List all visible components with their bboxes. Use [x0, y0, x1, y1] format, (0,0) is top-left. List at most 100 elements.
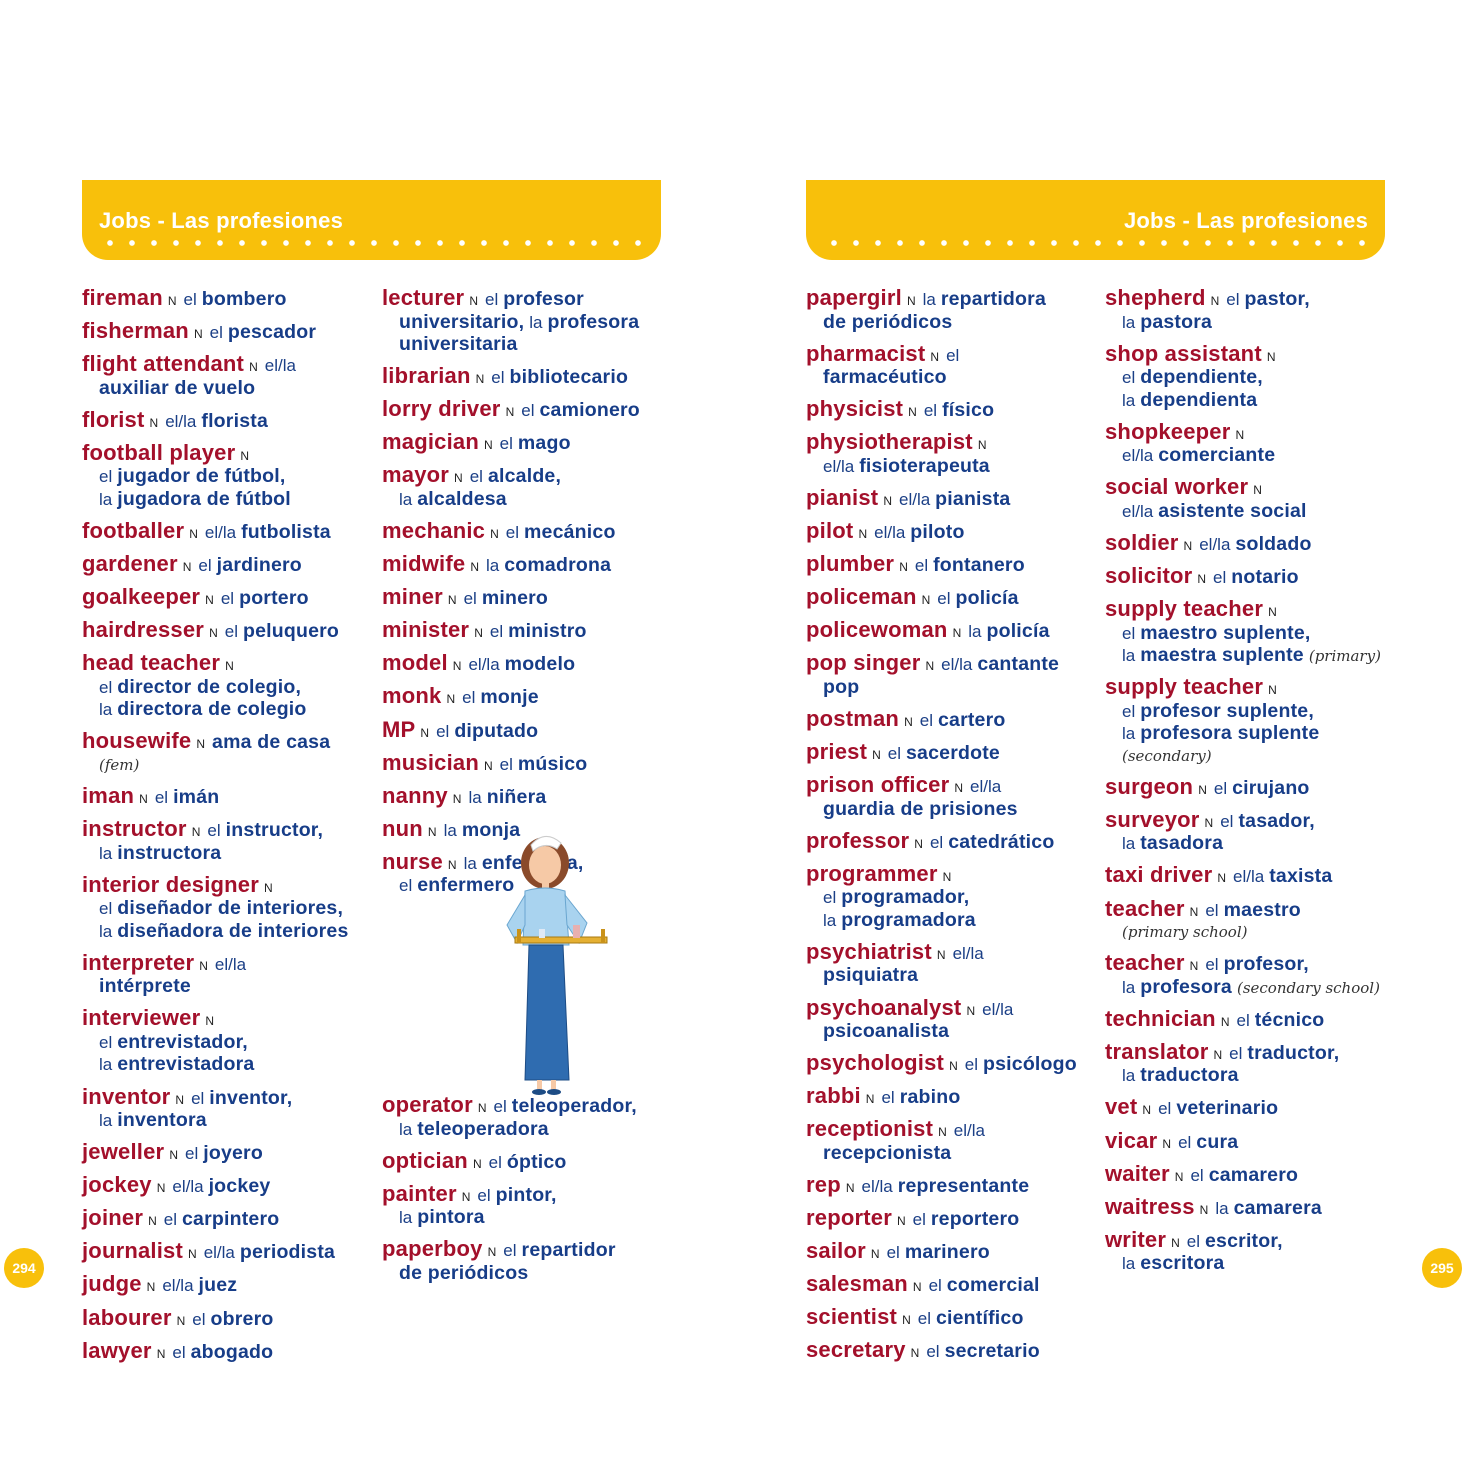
- translation: auxiliar de vuelo: [99, 376, 256, 399]
- article: el: [191, 1088, 205, 1108]
- headword: florist: [82, 406, 145, 432]
- article: el: [914, 556, 929, 576]
- article: el: [99, 467, 113, 487]
- translation: policía: [986, 620, 1050, 643]
- article: el: [923, 401, 938, 421]
- headword: jeweller: [82, 1139, 165, 1165]
- translation: dependienta: [1140, 388, 1258, 411]
- translation: pastor,: [1244, 288, 1310, 310]
- article: la: [1122, 1254, 1136, 1274]
- article: el: [185, 1144, 199, 1164]
- part-of-speech: N: [1268, 605, 1277, 620]
- part-of-speech: N: [930, 349, 940, 364]
- translation: instructora: [117, 841, 222, 864]
- headword: mayor: [382, 462, 450, 488]
- part-of-speech: N: [209, 626, 218, 641]
- headword: plumber: [806, 551, 895, 577]
- translation: ama de casa: [212, 731, 331, 754]
- translation: profesor: [503, 288, 584, 310]
- translation: mecánico: [524, 520, 616, 543]
- article: la: [922, 290, 936, 309]
- translation: veterinario: [1176, 1097, 1279, 1120]
- part-of-speech: N: [472, 1156, 482, 1171]
- part-of-speech: N: [249, 360, 258, 375]
- translation: profesora suplente: [1140, 722, 1320, 745]
- article: el: [207, 821, 221, 841]
- article: el: [499, 754, 513, 774]
- translation: programadora: [841, 908, 976, 931]
- part-of-speech: N: [865, 1092, 875, 1107]
- headword: minister: [382, 617, 470, 643]
- article: el/la: [953, 1121, 985, 1141]
- part-of-speech: N: [921, 593, 931, 608]
- article: el: [912, 1209, 926, 1229]
- part-of-speech: N: [477, 1101, 487, 1115]
- article: la: [1122, 724, 1136, 744]
- usage-note: (primary school): [1122, 923, 1248, 942]
- headword: psychoanalyst: [806, 994, 962, 1020]
- article: el: [1226, 290, 1240, 309]
- article: el: [198, 556, 212, 576]
- part-of-speech: N: [912, 1280, 922, 1295]
- article: el: [1122, 368, 1136, 388]
- translation: fisioterapeuta: [859, 454, 990, 477]
- article: el: [493, 1097, 507, 1116]
- part-of-speech: N: [1189, 904, 1199, 919]
- article: el/la: [941, 655, 973, 675]
- article: el: [192, 1309, 206, 1329]
- article: el: [1220, 811, 1234, 831]
- article: el/la: [1199, 534, 1231, 554]
- article: la: [1122, 390, 1136, 410]
- translation: cura: [1196, 1130, 1239, 1153]
- headword: solicitor: [1105, 562, 1193, 588]
- part-of-speech: N: [148, 1214, 157, 1229]
- headword: nun: [382, 815, 423, 841]
- part-of-speech: N: [193, 327, 203, 342]
- part-of-speech: N: [858, 526, 868, 541]
- headword: interviewer: [82, 1005, 201, 1031]
- translation: diputado: [454, 719, 539, 742]
- headword: receptionist: [806, 1116, 934, 1142]
- part-of-speech: N: [1220, 1014, 1230, 1029]
- article: el: [823, 888, 837, 908]
- translation: recepcionista: [823, 1141, 952, 1164]
- headword: inventor: [82, 1083, 171, 1109]
- translation: camarero: [1208, 1163, 1299, 1186]
- article: el: [469, 467, 483, 487]
- translation: comadrona: [504, 554, 612, 577]
- part-of-speech: N: [845, 1180, 855, 1195]
- article: el: [99, 677, 113, 697]
- translation: técnico: [1254, 1008, 1325, 1031]
- translation: farmacéutico: [823, 366, 947, 389]
- section-header-left: Jobs - Las profesiones: [82, 180, 661, 260]
- part-of-speech: N: [899, 560, 908, 575]
- tray: [514, 936, 608, 944]
- part-of-speech: N: [446, 692, 456, 707]
- article: el/la: [970, 777, 1002, 797]
- article: la: [399, 1208, 413, 1228]
- translation: comerciante: [1158, 444, 1276, 467]
- part-of-speech: N: [146, 1280, 156, 1295]
- part-of-speech: N: [1213, 1047, 1223, 1062]
- translation: catedrático: [948, 830, 1055, 853]
- headword: goalkeeper: [82, 584, 201, 610]
- part-of-speech: N: [902, 1313, 911, 1328]
- translation: obrero: [210, 1307, 274, 1330]
- article: el: [887, 744, 902, 764]
- headword: MP: [382, 716, 416, 742]
